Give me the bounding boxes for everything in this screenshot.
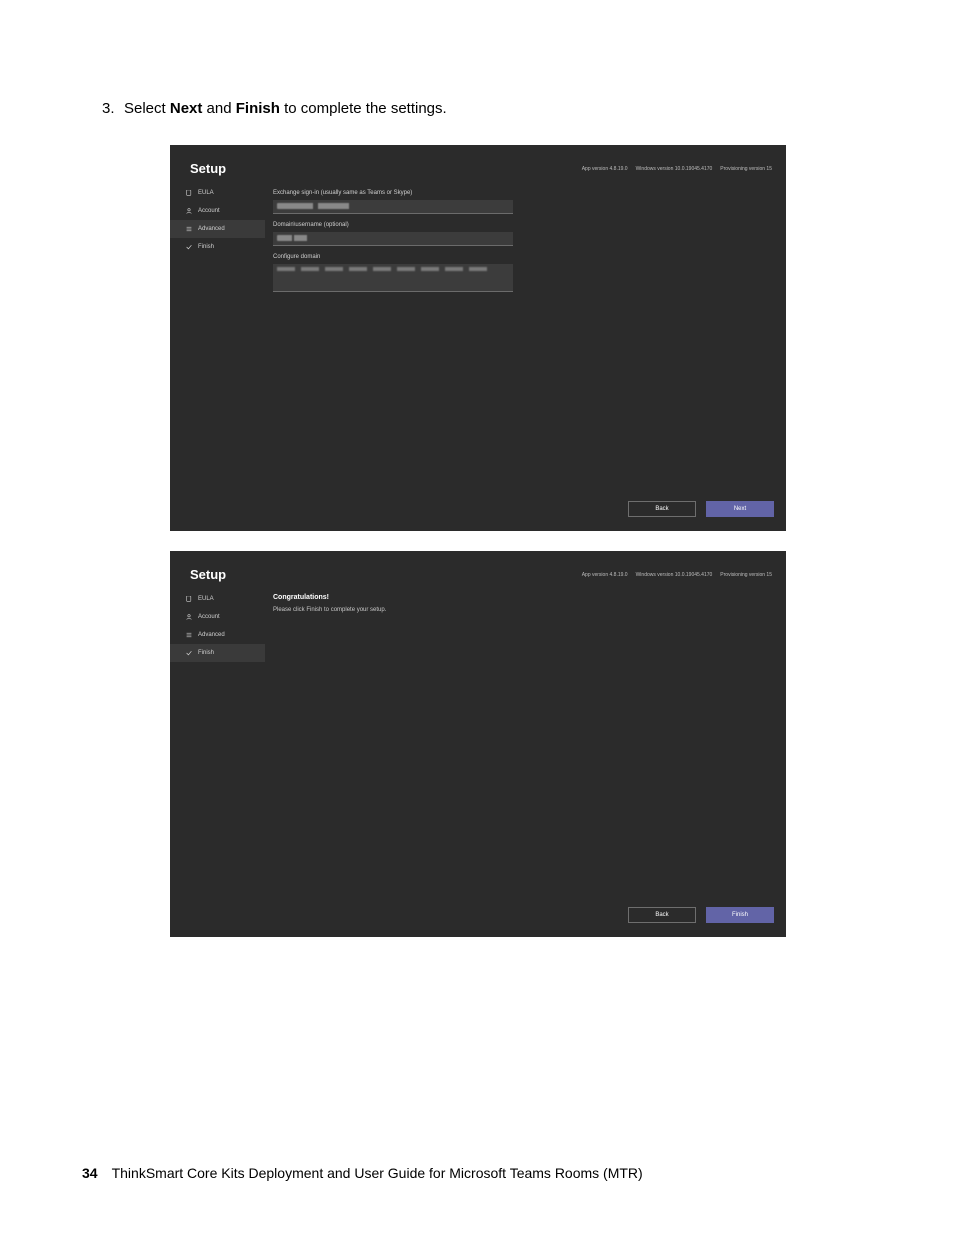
person-icon [186,614,192,620]
next-button[interactable]: Next [706,501,774,517]
sidebar-item-finish[interactable]: Finish [170,238,265,256]
check-icon [186,650,192,656]
instruction-step: 3.Select Next and Finish to complete the… [102,100,872,117]
sidebar-item-label: EULA [198,190,214,196]
sidebar-item-label: Finish [198,650,214,656]
provisioning-version: Provisioning version 15 [720,572,772,578]
exchange-input[interactable] [273,200,513,214]
page-number: 34 [82,1165,98,1181]
setup-sidebar: EULA Account Advanced Finish [170,184,265,493]
footer-text: ThinkSmart Core Kits Deployment and User… [112,1165,643,1181]
app-version: App version 4.8.19.0 [582,572,628,578]
page-footer: 34 ThinkSmart Core Kits Deployment and Us… [82,1165,643,1181]
setup-sidebar: EULA Account Advanced Finish [170,590,265,899]
sidebar-item-finish[interactable]: Finish [170,644,265,662]
sidebar-item-eula[interactable]: EULA [170,590,265,608]
windows-version: Windows version 10.0.19045.4170 [636,572,713,578]
setup-title: Setup [190,161,226,176]
exchange-label: Exchange sign-in (usually same as Teams … [273,190,766,196]
sidebar-item-account[interactable]: Account [170,202,265,220]
document-icon [186,596,192,602]
document-page: 3.Select Next and Finish to complete the… [0,0,954,1235]
congrats-heading: Congratulations! [273,594,766,601]
back-button[interactable]: Back [628,501,696,517]
back-button[interactable]: Back [628,907,696,923]
sidebar-item-advanced[interactable]: Advanced [170,626,265,644]
setup-body: EULA Account Advanced Finish Exchange si… [170,184,786,493]
sidebar-item-label: Account [198,614,220,620]
setup-header: Setup App version 4.8.19.0 Windows versi… [170,551,786,590]
app-version: App version 4.8.19.0 [582,166,628,172]
bold-finish: Finish [236,100,280,117]
domain-input[interactable] [273,232,513,246]
document-icon [186,190,192,196]
setup-title: Setup [190,567,226,582]
sidebar-item-label: Advanced [198,632,225,638]
domain-label: Domain\username (optional) [273,222,766,228]
configure-domain-input[interactable] [273,264,513,292]
sidebar-item-label: EULA [198,596,214,602]
sidebar-item-advanced[interactable]: Advanced [170,220,265,238]
list-icon [186,632,192,638]
sidebar-item-label: Advanced [198,226,225,232]
finish-button[interactable]: Finish [706,907,774,923]
version-info: App version 4.8.19.0 Windows version 10.… [582,166,772,172]
screenshot-advanced: Setup App version 4.8.19.0 Windows versi… [170,145,786,531]
sidebar-item-label: Account [198,208,220,214]
setup-header: Setup App version 4.8.19.0 Windows versi… [170,145,786,184]
setup-footer: Back Finish [170,899,786,937]
setup-content: Congratulations! Please click Finish to … [265,590,786,899]
sidebar-item-label: Finish [198,244,214,250]
configure-domain-label: Configure domain [273,254,766,260]
setup-footer: Back Next [170,493,786,531]
person-icon [186,208,192,214]
sidebar-item-eula[interactable]: EULA [170,184,265,202]
congrats-subtext: Please click Finish to complete your set… [273,607,766,613]
list-icon [186,226,192,232]
version-info: App version 4.8.19.0 Windows version 10.… [582,572,772,578]
provisioning-version: Provisioning version 15 [720,166,772,172]
bold-next: Next [170,100,203,117]
sidebar-item-account[interactable]: Account [170,608,265,626]
setup-content: Exchange sign-in (usually same as Teams … [265,184,786,493]
check-icon [186,244,192,250]
screenshot-finish: Setup App version 4.8.19.0 Windows versi… [170,551,786,937]
windows-version: Windows version 10.0.19045.4170 [636,166,713,172]
step-number: 3. [102,100,124,117]
setup-body: EULA Account Advanced Finish Congratulat… [170,590,786,899]
